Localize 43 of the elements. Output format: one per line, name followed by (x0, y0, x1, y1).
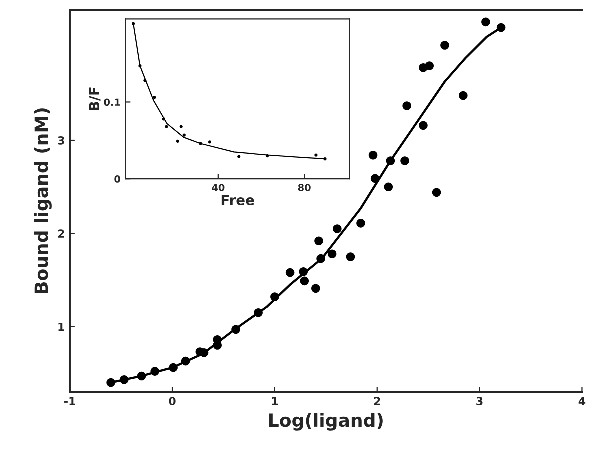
point (238, 155, 241, 158)
x-tick-label: 1 (272, 397, 278, 406)
point (180, 125, 183, 128)
x-tick-label: 40 (212, 184, 225, 192)
x-axis-title: Log(ligand) (270, 413, 383, 431)
point (314, 236, 324, 246)
point (459, 91, 468, 100)
point (182, 134, 186, 137)
point (384, 182, 394, 192)
x-tick-label: -1 (64, 397, 76, 406)
y-tick-label: 1 (58, 322, 64, 332)
point (400, 156, 410, 166)
point (208, 140, 212, 144)
point (286, 268, 295, 278)
point (432, 188, 442, 198)
x-tick-label: 4 (578, 397, 586, 406)
y-tick-label: 3 (58, 136, 64, 145)
point (402, 102, 412, 110)
point (425, 62, 434, 70)
point (356, 219, 366, 228)
point (300, 276, 310, 286)
x-axis-title: Free (222, 195, 254, 206)
y-axis-title: B/F (89, 88, 101, 110)
y-tick-label: 2 (58, 230, 64, 238)
line-series (132, 23, 326, 160)
point (153, 96, 156, 100)
point (312, 284, 320, 294)
point (419, 121, 428, 130)
point (482, 18, 490, 27)
point (368, 151, 378, 160)
point (440, 41, 450, 50)
point (165, 125, 168, 128)
point (176, 140, 180, 143)
y-tick-label: 0.1 (104, 98, 120, 106)
x-tick-label: 3 (476, 397, 483, 406)
y-axis-title: Bound ligand (nM) (34, 108, 52, 294)
point (328, 250, 337, 259)
point (314, 154, 318, 157)
point (333, 224, 342, 234)
point (346, 252, 356, 262)
x-tick-label: 80 (298, 184, 311, 192)
x-tick-label: 2 (374, 397, 380, 406)
x-tick-label: 0 (169, 397, 176, 406)
